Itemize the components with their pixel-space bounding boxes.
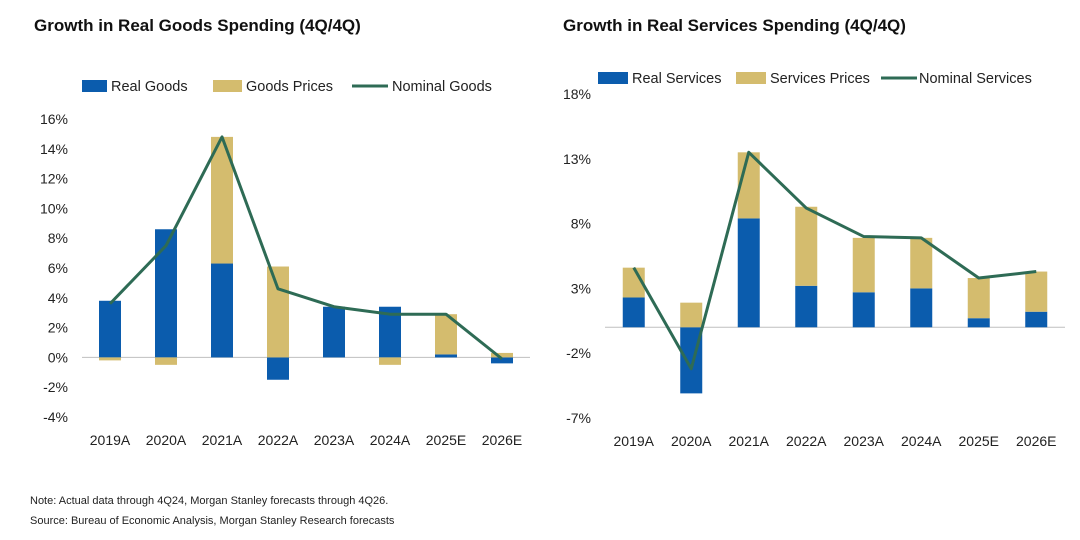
services-bar-real: [910, 288, 933, 328]
services-x-tick-label: 2026E: [1016, 433, 1056, 449]
services-nominal-line: [632, 150, 1037, 371]
services-y-tick-label: -2%: [566, 345, 591, 361]
goods-y-tick-label: 0%: [48, 349, 68, 365]
services-y-tick-label: -7%: [566, 410, 591, 426]
goods-bar-real: [323, 306, 345, 358]
services-x-tick-label: 2024A: [901, 433, 942, 449]
services-bar-real: [852, 292, 875, 328]
services-y-tick-label: 8%: [571, 216, 591, 232]
services-x-tick-label: 2022A: [786, 433, 827, 449]
services-bar-real: [967, 318, 990, 328]
goods-y-tick-label: 2%: [48, 320, 68, 336]
services-legend-swatch: [736, 72, 766, 84]
services-legend-label: Real Services: [632, 71, 721, 87]
goods-y-tick-label: 6%: [48, 260, 68, 276]
goods-y-tick-label: 8%: [48, 230, 68, 246]
goods-x-tick-label: 2021A: [202, 432, 243, 448]
goods-bar-prices: [267, 266, 289, 358]
goods-y-tick-label: 12%: [40, 171, 68, 187]
services-x-tick-label: 2020A: [671, 433, 712, 449]
goods-bar-real: [491, 357, 513, 364]
goods-y-tick-label: -4%: [43, 409, 68, 425]
services-bar-real: [1025, 311, 1048, 328]
services-y-tick-label: 13%: [563, 151, 591, 167]
goods-x-tick-label: 2019A: [90, 432, 131, 448]
services-legend-swatch: [598, 72, 628, 84]
goods-y-tick-label: 16%: [40, 111, 68, 127]
goods-bar-prices: [379, 357, 401, 365]
services-bar-prices: [795, 206, 818, 286]
services-bar-prices: [852, 237, 875, 293]
goods-chart-title: Growth in Real Goods Spending (4Q/4Q): [34, 16, 361, 35]
goods-nominal-line: [108, 135, 503, 361]
goods-x-tick-label: 2024A: [370, 432, 411, 448]
goods-y-tick-label: 10%: [40, 200, 68, 216]
goods-bar-prices: [211, 136, 233, 264]
goods-bar-real: [99, 300, 121, 358]
goods-x-tick-label: 2026E: [482, 432, 522, 448]
goods-bar-prices: [99, 357, 121, 361]
services-legend-label: Nominal Services: [919, 71, 1032, 87]
services-bar-prices: [680, 302, 703, 328]
goods-bar-real: [435, 354, 457, 358]
goods-legend-swatch: [213, 80, 242, 92]
services-y-tick-label: 3%: [571, 280, 591, 296]
note-text: Note: Actual data through 4Q24, Morgan S…: [30, 495, 389, 507]
goods-legend-label: Real Goods: [111, 79, 188, 95]
services-bar-prices: [967, 278, 990, 319]
goods-bar-prices: [435, 314, 457, 355]
services-y-tick-label: 18%: [563, 86, 591, 102]
services-bar-real: [737, 218, 760, 328]
goods-x-tick-label: 2022A: [258, 432, 299, 448]
services-x-tick-label: 2025E: [959, 433, 999, 449]
goods-y-tick-label: 4%: [48, 290, 68, 306]
goods-legend-swatch: [82, 80, 107, 92]
services-x-tick-label: 2021A: [729, 433, 770, 449]
goods-bar-real: [379, 306, 401, 358]
goods-x-tick-label: 2020A: [146, 432, 187, 448]
goods-x-tick-label: 2023A: [314, 432, 355, 448]
goods-y-tick-label: -2%: [43, 379, 68, 395]
goods-bar-real: [267, 357, 289, 380]
goods-legend-label: Nominal Goods: [392, 79, 492, 95]
services-legend-label: Services Prices: [770, 71, 870, 87]
services-x-tick-label: 2019A: [614, 433, 655, 449]
services-x-tick-label: 2023A: [844, 433, 885, 449]
goods-bar-prices: [491, 352, 513, 358]
services-bar-real: [795, 285, 818, 328]
goods-y-tick-label: 14%: [40, 141, 68, 157]
goods-legend-label: Goods Prices: [246, 79, 333, 95]
services-chart-title: Growth in Real Services Spending (4Q/4Q): [563, 16, 906, 35]
goods-bar-prices: [155, 357, 177, 365]
goods-bar-real: [155, 229, 177, 358]
services-bar-prices: [1025, 271, 1048, 312]
goods-x-tick-label: 2025E: [426, 432, 466, 448]
services-bar-prices: [910, 237, 933, 289]
goods-bar-real: [211, 263, 233, 358]
source-text: Source: Bureau of Economic Analysis, Mor…: [30, 515, 395, 527]
services-bar-real: [622, 297, 645, 328]
